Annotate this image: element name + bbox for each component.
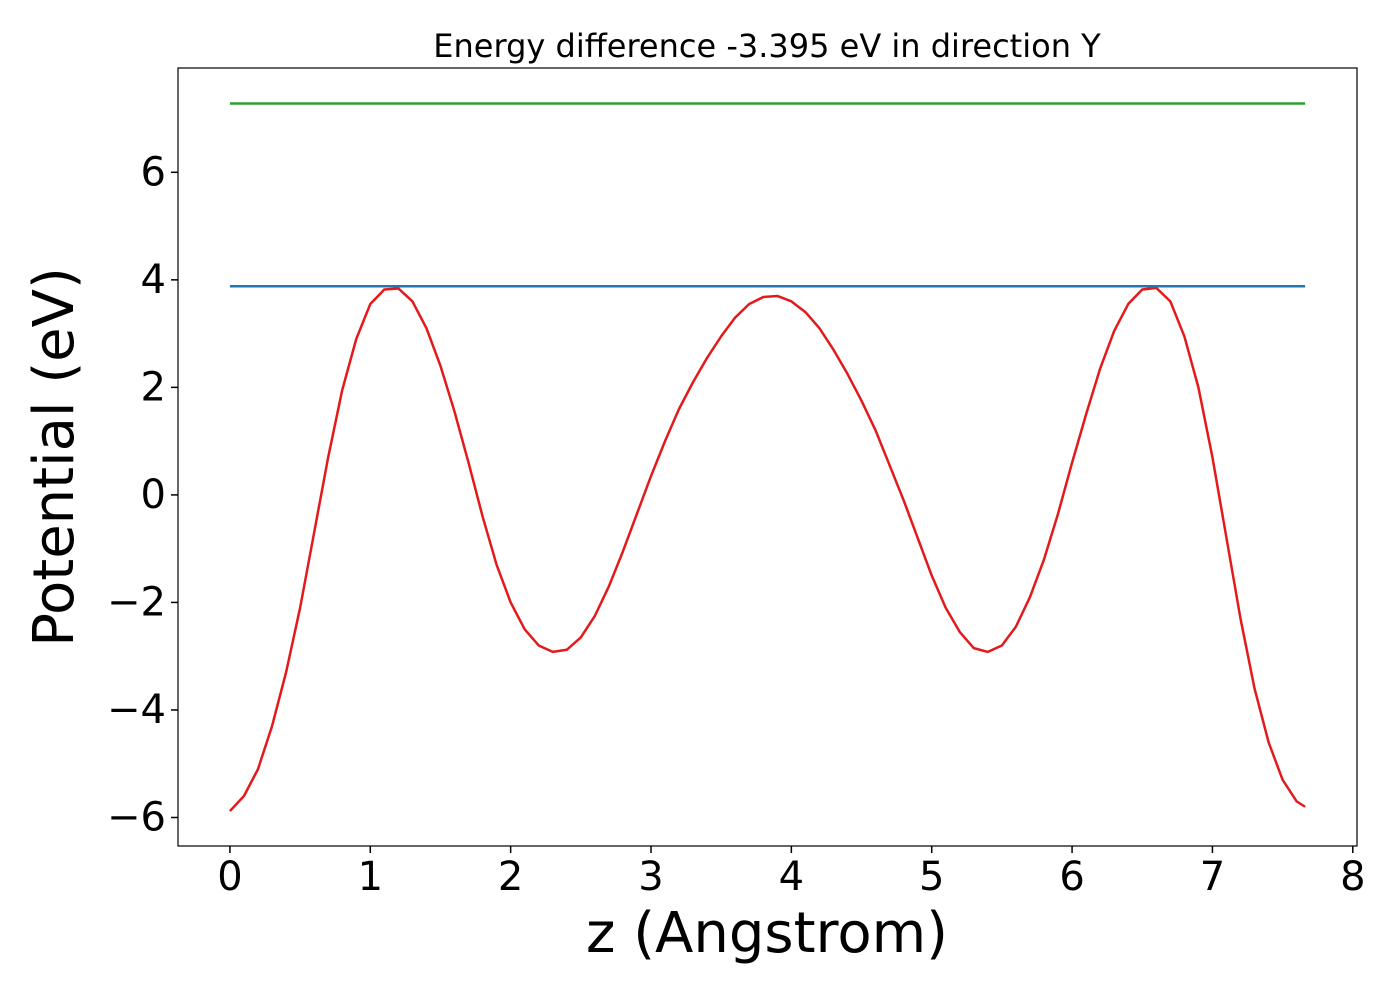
line-series — [229, 286, 1306, 812]
x-tick-label: 6 — [1059, 854, 1084, 900]
x-tick-label: 2 — [498, 854, 523, 900]
y-tick-label: 2 — [141, 364, 166, 410]
x-tick-label: 1 — [358, 854, 383, 900]
y-axis-label: Potential (eV) — [22, 267, 87, 647]
y-tick-label: 4 — [141, 257, 166, 303]
x-axis-label: z (Angstrom) — [586, 901, 948, 966]
y-tick-label: −6 — [107, 795, 166, 841]
y-tick-label: 6 — [141, 149, 166, 195]
x-tick-label: 0 — [217, 854, 242, 900]
x-tick-label: 5 — [919, 854, 944, 900]
y-tick-label: −4 — [107, 687, 166, 733]
y-tick-label: −2 — [107, 579, 166, 625]
x-tick-label: 8 — [1340, 854, 1365, 900]
y-tick-label: 0 — [141, 472, 166, 518]
chart-title: Energy difference -3.395 eV in direction… — [433, 27, 1101, 65]
x-tick-label: 7 — [1200, 854, 1225, 900]
plot-frame — [177, 67, 1358, 847]
x-tick-label: 3 — [638, 854, 663, 900]
x-tick-label: 4 — [779, 854, 804, 900]
